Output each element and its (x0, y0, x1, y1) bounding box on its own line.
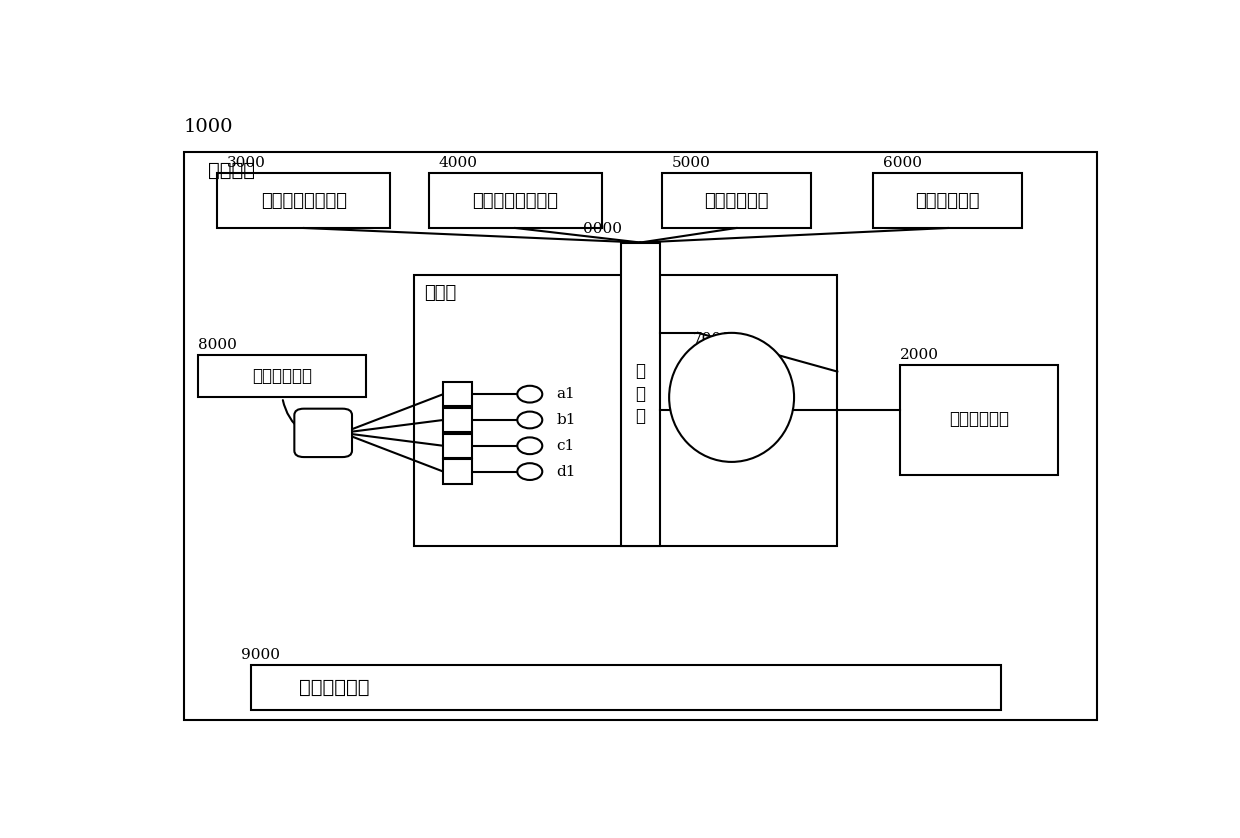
FancyBboxPatch shape (444, 459, 472, 484)
Text: 8000: 8000 (198, 339, 237, 352)
Text: a: a (453, 387, 463, 401)
Text: 水平荷载施加部分: 水平荷载施加部分 (472, 192, 558, 210)
Text: c1: c1 (557, 439, 575, 453)
FancyBboxPatch shape (217, 173, 391, 228)
FancyBboxPatch shape (250, 665, 1001, 711)
FancyBboxPatch shape (198, 355, 367, 397)
Text: 模
型
桩: 模 型 桩 (635, 364, 645, 425)
Text: d1: d1 (557, 464, 577, 478)
Text: b: b (453, 413, 463, 427)
FancyBboxPatch shape (662, 173, 811, 228)
FancyBboxPatch shape (900, 365, 1059, 475)
FancyBboxPatch shape (444, 382, 472, 406)
Text: a1: a1 (557, 387, 575, 401)
Text: 0000: 0000 (583, 222, 621, 236)
Text: 3000: 3000 (227, 156, 265, 170)
Text: 竖向荷载施加部分: 竖向荷载施加部分 (260, 192, 347, 210)
Text: A
钙
质
砂: A 钙 质 砂 (727, 361, 737, 433)
Text: e: e (319, 426, 327, 440)
Text: 模型箱: 模型箱 (424, 284, 456, 303)
Text: c: c (454, 439, 463, 453)
Text: 传感采集部分: 传感采集部分 (252, 368, 312, 385)
Text: 水位波动部分: 水位波动部分 (949, 411, 1009, 428)
Text: 7000: 7000 (693, 332, 732, 346)
FancyBboxPatch shape (294, 409, 352, 457)
Text: 1000: 1000 (184, 118, 233, 136)
Text: 气压加载部分: 气压加载部分 (915, 192, 980, 210)
FancyBboxPatch shape (429, 173, 601, 228)
Text: 9000: 9000 (242, 648, 280, 662)
FancyBboxPatch shape (444, 408, 472, 432)
Circle shape (517, 463, 542, 480)
Circle shape (517, 385, 542, 402)
Text: 液压升降部分: 液压升降部分 (299, 679, 370, 696)
Text: 2000: 2000 (900, 348, 939, 362)
Circle shape (517, 437, 542, 454)
Text: d: d (453, 464, 463, 478)
FancyBboxPatch shape (873, 173, 1022, 228)
Text: 液压加载部分: 液压加载部分 (704, 192, 769, 210)
Text: 5000: 5000 (672, 156, 711, 170)
Text: 6000: 6000 (883, 156, 923, 170)
Text: 整体支架: 整体支架 (208, 162, 255, 180)
Text: b1: b1 (557, 413, 577, 427)
FancyBboxPatch shape (444, 433, 472, 458)
FancyBboxPatch shape (621, 242, 660, 546)
FancyBboxPatch shape (184, 153, 1096, 720)
Circle shape (517, 411, 542, 428)
Text: 4000: 4000 (439, 156, 477, 170)
Ellipse shape (670, 333, 794, 462)
FancyBboxPatch shape (414, 275, 837, 546)
